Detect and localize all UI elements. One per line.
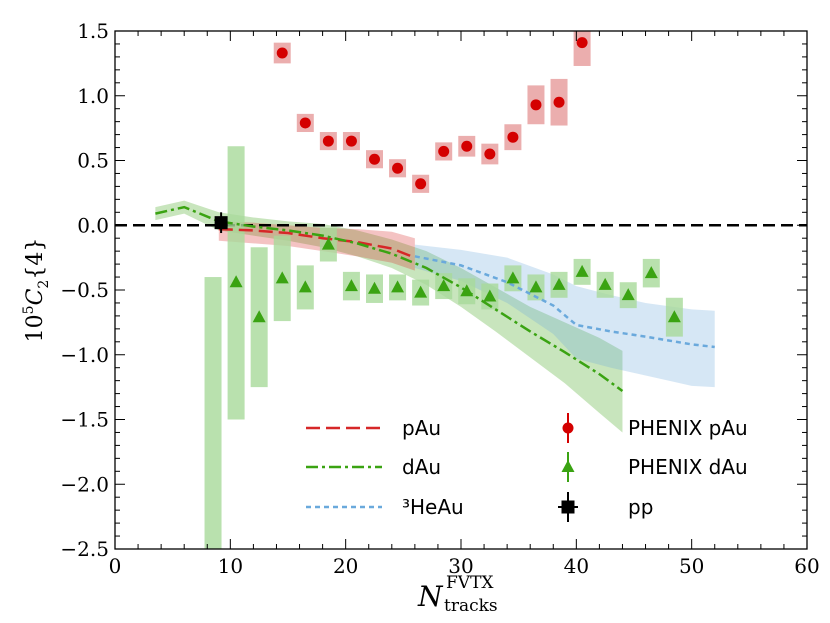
data-markers — [214, 37, 681, 323]
x-tick-label: 50 — [679, 554, 704, 578]
y-axis-label: 105C2{4} — [21, 238, 52, 343]
marker-dau — [437, 279, 451, 292]
y-tick-label: −1.0 — [60, 343, 109, 367]
marker-pau — [438, 145, 450, 157]
marker-pau — [276, 47, 288, 59]
x-tick-label: 60 — [794, 554, 819, 578]
x-tick-label: 10 — [218, 554, 243, 578]
marker-dau — [506, 271, 520, 284]
marker-dau — [229, 275, 243, 288]
x-tick-label: 30 — [448, 554, 473, 578]
x-tick-labels: 0 10 20 30 40 50 60 — [109, 554, 820, 578]
legend-marker-pau — [562, 422, 574, 434]
y-label-exp: 5 — [21, 305, 37, 314]
marker-dau — [644, 266, 658, 279]
marker-pau — [576, 37, 588, 49]
legend-label-pp: pp — [628, 495, 653, 519]
y-axis-label-text: 105C2{4} — [21, 238, 52, 343]
y-tick-label: −2.0 — [60, 472, 109, 496]
legend-label-heau: ³HeAu — [402, 495, 464, 519]
syst-box-dau — [204, 277, 222, 549]
y-tick-label: 0.0 — [77, 213, 109, 237]
x-tick-label: 0 — [109, 554, 122, 578]
marker-pau — [553, 96, 565, 108]
marker-pau — [484, 148, 496, 160]
marker-dau — [321, 237, 335, 250]
y-tick-labels: −2.5 −2.0 −1.5 −1.0 −0.5 0.0 0.5 1.0 1.5 — [60, 19, 109, 561]
x-axis-label-sub: tracks — [444, 596, 498, 616]
x-tick-label: 40 — [564, 554, 589, 578]
marker-pp — [214, 216, 228, 230]
legend-label-phenix-dau: PHENIX dAu — [628, 455, 748, 479]
legend-marker-dau — [561, 460, 575, 472]
marker-pau — [507, 131, 519, 143]
curve-dau — [155, 205, 624, 393]
marker-dau — [483, 289, 497, 302]
legend-label-dau: dAu — [402, 455, 441, 479]
marker-dau — [368, 281, 381, 294]
y-tick-label: −0.5 — [60, 278, 109, 302]
legend-label-phenix-pau: PHENIX pAu — [628, 416, 748, 440]
marker-pau — [530, 99, 542, 111]
marker-dau — [252, 310, 266, 323]
y-label-prefix: 10 — [23, 314, 48, 342]
marker-dau — [344, 279, 358, 292]
y-tick-label: −1.5 — [60, 408, 109, 432]
marker-pau — [345, 135, 357, 147]
x-axis-label: N FVTX tracks — [417, 573, 498, 616]
axis-ticks — [114, 30, 808, 550]
marker-pau — [415, 178, 427, 190]
y-label-sub: 2 — [36, 280, 52, 289]
marker-pau — [299, 117, 311, 129]
model-curves — [155, 205, 715, 393]
x-axis-label-base: N — [417, 580, 444, 613]
marker-dau — [667, 310, 681, 323]
marker-dau — [275, 271, 289, 284]
marker-pau — [322, 135, 334, 147]
y-tick-label: −2.5 — [60, 537, 109, 561]
marker-dau — [621, 288, 635, 301]
marker-pau — [392, 162, 404, 174]
marker-dau — [460, 284, 474, 297]
marker-pau — [461, 140, 473, 152]
y-tick-label: 0.5 — [77, 149, 109, 173]
band-pau — [218, 221, 415, 271]
marker-dau — [391, 280, 405, 293]
y-label-arg: {4} — [23, 238, 48, 280]
legend: pAu dAu ³HeAu PHENIX pAu PHENIX dAu pp — [306, 413, 748, 522]
marker-dau — [414, 285, 428, 298]
curve-pau — [218, 227, 416, 259]
y-label-c: C — [23, 288, 48, 305]
curve-heau — [414, 255, 715, 349]
y-tick-label: 1.0 — [77, 84, 109, 108]
legend-label-pau: pAu — [402, 416, 441, 440]
legend-marker-pp — [561, 500, 575, 514]
x-tick-label: 20 — [333, 554, 358, 578]
marker-dau — [598, 277, 612, 290]
y-tick-label: 1.5 — [77, 19, 109, 43]
marker-pau — [369, 153, 380, 165]
marker-dau — [298, 280, 312, 293]
marker-dau — [575, 264, 589, 277]
x-axis-label-sup: FVTX — [446, 573, 494, 593]
marker-dau — [552, 277, 566, 290]
marker-dau — [529, 280, 543, 293]
